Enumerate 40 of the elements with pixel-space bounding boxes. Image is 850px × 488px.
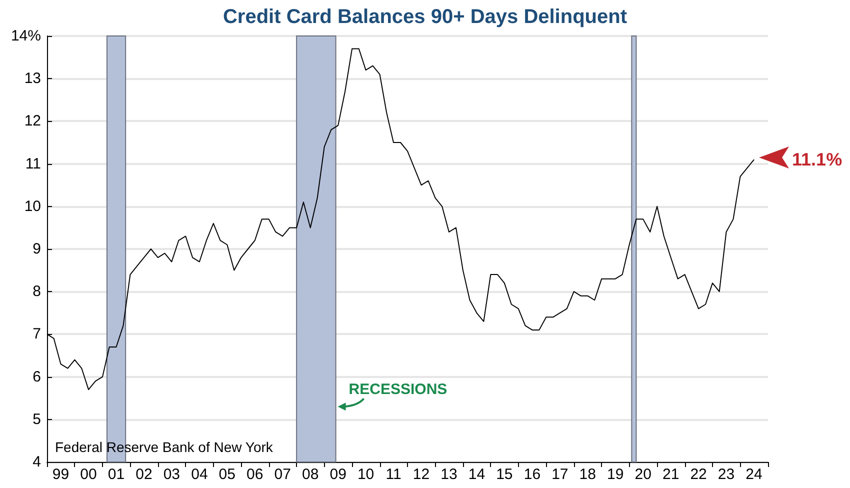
x-tick-label: 18 [579, 466, 596, 483]
x-tick-label: 22 [690, 466, 707, 483]
x-tick-label: 99 [52, 466, 70, 483]
x-tick-label: 10 [357, 466, 374, 483]
y-tick-label: 13 [24, 70, 41, 88]
x-tick-label: 05 [218, 466, 236, 483]
y-tick-label: 14% [10, 28, 41, 44]
annotation: 11.1% [792, 150, 842, 170]
x-tick-label: 02 [136, 466, 152, 483]
y-tick-label: 6 [32, 368, 41, 386]
x-tick-label: 15 [496, 466, 513, 483]
x-tick-label: 09 [330, 466, 346, 483]
y-tick-label: 10 [24, 198, 41, 215]
x-tick-label: 11 [386, 466, 402, 483]
x-tick-label: 20 [634, 466, 652, 483]
x-tick-label: 16 [524, 466, 541, 483]
y-tick-label: 4 [32, 454, 41, 470]
x-tick-label: 21 [662, 466, 680, 483]
y-tick-label: 12 [24, 112, 41, 130]
y-tick-label: 7 [32, 326, 41, 343]
y-tick-label: 5 [32, 410, 41, 428]
x-tick-label: 08 [302, 466, 319, 483]
y-tick-label: 11 [25, 155, 41, 172]
x-tick-label: 01 [108, 466, 125, 483]
x-tick-label: 06 [246, 466, 264, 483]
x-tick-label: 03 [163, 466, 180, 483]
y-tick-label: 8 [32, 283, 41, 300]
x-tick-label: 23 [718, 466, 735, 483]
chart-title: Credit Card Balances 90+ Days Delinquent [222, 6, 628, 28]
x-tick-label: 14 [468, 466, 486, 483]
x-tick-label: 00 [80, 466, 97, 483]
x-tick-label: 13 [440, 466, 458, 483]
annotation: RECESSIONS [348, 381, 448, 398]
x-tick-label: 19 [606, 466, 624, 483]
x-tick-label: 17 [552, 466, 568, 483]
x-tick-label: 24 [746, 466, 762, 483]
x-tick-label: 04 [191, 466, 208, 483]
x-tick-label: 07 [274, 466, 291, 483]
x-tick-label: 12 [412, 466, 430, 483]
y-tick-label: 9 [32, 240, 41, 258]
